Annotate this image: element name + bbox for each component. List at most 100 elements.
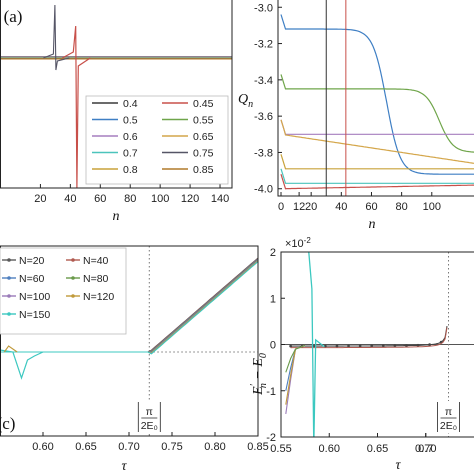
annotation-num-c: π xyxy=(146,406,153,418)
legend-label-0.75: 0.75 xyxy=(193,148,214,160)
legend-label-N=150: N=150 xyxy=(19,309,50,321)
x-tick-label-c: 0.60 xyxy=(32,441,53,453)
legend-label-0.55: 0.55 xyxy=(193,115,214,127)
data-point-N20 xyxy=(358,344,362,348)
y-tick-label-b: -3.6 xyxy=(254,111,273,123)
x-tick-label-a: 40 xyxy=(64,193,76,205)
spike-0.75 xyxy=(43,4,70,71)
y-tick-label-d: -2 xyxy=(266,432,276,444)
legend-label-0.4: 0.4 xyxy=(123,98,138,110)
y-axis-label-b: Qn xyxy=(238,92,253,110)
legend-label-N=60: N=60 xyxy=(19,273,45,285)
legend-label-N=120: N=120 xyxy=(83,291,114,303)
y-axis-label-d: E′n − E0 xyxy=(249,353,269,396)
y-tick-label-b: -3.4 xyxy=(254,75,273,87)
legend-a: 0.4 0.45 0.5 0.55 0.6 0.65 0.7 0.75 0.8 0.85 xyxy=(85,95,229,185)
series-line-N40 xyxy=(290,327,448,349)
data-point-N20 xyxy=(381,344,385,348)
legend-label-0.5: 0.5 xyxy=(123,115,138,127)
y-tick-label-b: -3.2 xyxy=(254,39,273,51)
legend-label-N=80: N=80 xyxy=(83,273,109,285)
x-tick-label-b: 60 xyxy=(365,201,377,213)
x-tick-label-a: 20 xyxy=(34,193,46,205)
data-point-N20 xyxy=(405,344,408,348)
spike-0.45 xyxy=(62,25,91,188)
series-line-0.55 xyxy=(280,74,474,153)
y-tick-label-d: 2 xyxy=(270,247,276,259)
x-tick-label-b: 100 xyxy=(423,201,441,213)
legend-label-N=20: N=20 xyxy=(19,255,45,267)
data-point-N20 xyxy=(289,344,293,348)
x-tick-label-a: 140 xyxy=(211,193,229,205)
dip-N=80 xyxy=(285,344,306,373)
panel-a-plot xyxy=(0,4,232,188)
x-tick-label-c: 0.85 xyxy=(247,441,268,453)
series-line-N20 xyxy=(290,326,448,347)
annotation-c: π 2E₀ xyxy=(136,401,163,433)
legend-label-0.65: 0.65 xyxy=(193,131,214,143)
data-point-N20 xyxy=(347,344,350,348)
data-point-N20 xyxy=(428,343,432,347)
legend-marker-N=100 xyxy=(7,294,11,298)
x-tick-label-a: 80 xyxy=(124,193,136,205)
y-tick-label-b: -4.0 xyxy=(254,184,273,196)
y-tick-label-d: 0 xyxy=(270,340,276,352)
panel-b-plot xyxy=(280,0,474,196)
legend-label-0.85: 0.85 xyxy=(193,164,214,176)
y-tick-label-b: -3.8 xyxy=(254,147,273,159)
x-tick-label-a: 120 xyxy=(181,193,199,205)
legend-label-0.45: 0.45 xyxy=(193,98,214,110)
annotation-bg-d xyxy=(435,401,462,433)
legend-label-N=100: N=100 xyxy=(19,291,50,303)
panel-c-plot xyxy=(0,246,258,436)
x-tick-label-b: 20 xyxy=(305,201,317,213)
x-tick-label-d: 0.70 xyxy=(415,443,436,455)
annotation-den-c: 2E₀ xyxy=(141,420,158,432)
x-tick-label-b: 40 xyxy=(335,201,347,213)
data-point-N20 xyxy=(335,344,339,348)
panel-b-frame xyxy=(277,0,474,197)
data-point-N20 xyxy=(323,344,327,348)
spike-N150 xyxy=(308,252,325,437)
annotation-num-d: π xyxy=(445,406,452,418)
y-tick-label-b: -3.0 xyxy=(254,2,273,14)
y-tick-label-d: 1 xyxy=(270,293,276,305)
legend-c: N=20 N=40 N=60 N=80 N=100 N=120 N=150 xyxy=(0,247,127,335)
series-line-0.7 xyxy=(280,168,474,184)
x-axis-label-c: τ xyxy=(121,459,127,474)
annotation-d: π 2E₀ xyxy=(435,401,462,433)
panel-a-frame xyxy=(0,0,233,189)
x-tick-label-c: 0.65 xyxy=(75,441,96,453)
x-tick-label-c: 0.75 xyxy=(161,441,182,453)
legend-marker-N=120 xyxy=(71,294,75,298)
annotation-den-d: 2E₀ xyxy=(440,420,457,432)
series-line-0.65 xyxy=(280,119,474,164)
panel-d-plot xyxy=(281,252,474,437)
x-tick-label-b: 0 xyxy=(278,201,284,213)
x-tick-label-c: 0.80 xyxy=(204,441,225,453)
legend-label-0.6: 0.6 xyxy=(123,131,138,143)
scale-label-d: ×10-2 xyxy=(285,236,311,250)
x-tick-label-b: 80 xyxy=(396,201,408,213)
panel-d: 2 1 0 -1 -20.55 0.60 0.65 0.700.7 τ ×10-2 E′n − E0… xyxy=(249,236,474,473)
y-tick-label-d: -1 xyxy=(266,386,276,398)
x-tick-label-c: 0.70 xyxy=(118,441,139,453)
oscillation-N120 xyxy=(3,345,18,353)
series-line-0.45 xyxy=(280,174,474,190)
panel-label-c: (c) xyxy=(0,414,15,433)
legend-label-0.7: 0.7 xyxy=(123,148,138,160)
legend-box-c xyxy=(0,247,127,335)
x-axis-label-b: n xyxy=(369,217,376,232)
x-tick-label-b: 12 xyxy=(293,201,305,213)
x-tick-label-d: 0.60 xyxy=(319,443,340,455)
panel-label-a: (a) xyxy=(4,7,23,26)
panel-b: -3.0 -3.2 -3.4 -3.6 -3.8 -4.0 0 20 40 60 80 100 12 n Q… xyxy=(238,0,474,232)
legend-marker-N=40 xyxy=(71,258,75,262)
x-tick-label-d: 0.7 xyxy=(418,443,433,455)
x-tick-label-a: 60 xyxy=(94,193,106,205)
data-point-N20 xyxy=(370,344,374,348)
panel-c: 0.60 0.65 0.70 0.75 0.80 0.85 τ (c) π 2E₀ N=20 N=40… xyxy=(0,245,269,474)
legend-marker-N=150 xyxy=(7,312,11,316)
